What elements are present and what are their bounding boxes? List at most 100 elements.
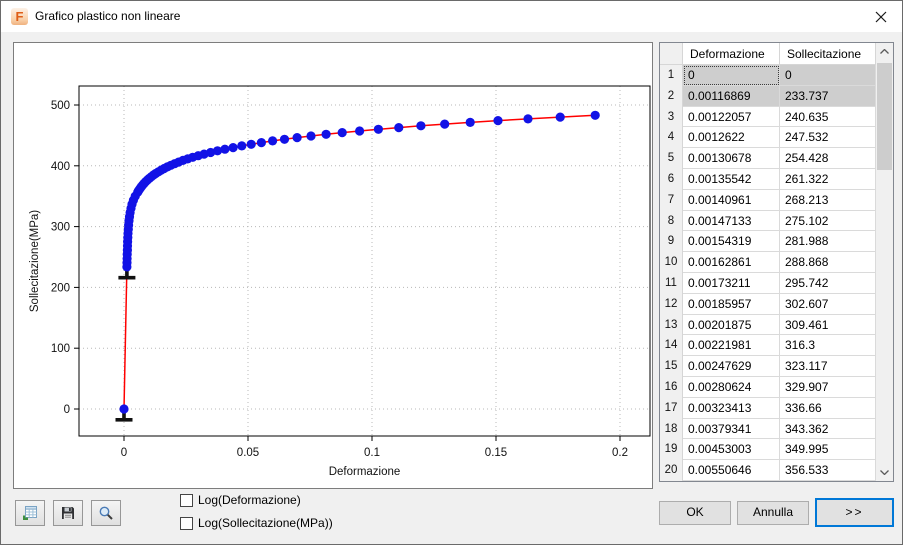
ok-button[interactable]: OK — [659, 501, 731, 525]
data-point[interactable] — [440, 119, 450, 129]
data-point[interactable] — [416, 121, 426, 131]
table-cell[interactable]: 275.102 — [780, 210, 876, 232]
table-cell[interactable]: 336.66 — [780, 397, 876, 419]
table-cell[interactable]: 0.00550646 — [683, 460, 780, 481]
row-number[interactable]: 20 — [660, 460, 683, 481]
table-cell[interactable]: 281.988 — [780, 231, 876, 253]
table-row[interactable]: 8 0.00147133 275.102 — [660, 210, 876, 232]
table-cell[interactable]: 349.995 — [780, 439, 876, 461]
log-deformazione-checkbox[interactable] — [180, 494, 193, 507]
data-point[interactable] — [373, 124, 383, 134]
close-button[interactable] — [860, 1, 902, 32]
table-cell[interactable]: 0 — [780, 65, 876, 86]
row-number[interactable]: 18 — [660, 418, 683, 440]
row-number[interactable]: 11 — [660, 272, 683, 294]
table-cell[interactable]: 247.532 — [780, 127, 876, 149]
table-row[interactable]: 5 0.00130678 254.428 — [660, 148, 876, 169]
table-cell[interactable]: 309.461 — [780, 314, 876, 336]
table-cell[interactable]: 323.117 — [780, 356, 876, 377]
table-cell[interactable]: 316.3 — [780, 335, 876, 357]
row-number[interactable]: 6 — [660, 168, 683, 190]
table-cell[interactable]: 233.737 — [780, 85, 876, 107]
table-row[interactable]: 17 0.00323413 336.66 — [660, 397, 876, 419]
row-number[interactable]: 17 — [660, 397, 683, 419]
table-cell[interactable]: 0.00130678 — [683, 148, 780, 169]
row-number[interactable]: 4 — [660, 127, 683, 149]
table-cell[interactable]: 261.322 — [780, 168, 876, 190]
table-row[interactable]: 3 0.00122057 240.635 — [660, 106, 876, 128]
table-row[interactable]: 9 0.00154319 281.988 — [660, 231, 876, 253]
data-point[interactable] — [256, 138, 266, 148]
row-number[interactable]: 3 — [660, 106, 683, 128]
table-cell[interactable]: 0.00147133 — [683, 210, 780, 232]
table-row[interactable]: 18 0.00379341 343.362 — [660, 418, 876, 440]
table-row[interactable]: 12 0.00185957 302.607 — [660, 293, 876, 315]
data-point[interactable] — [228, 143, 238, 153]
data-point[interactable] — [246, 139, 256, 149]
data-point[interactable] — [337, 128, 347, 138]
table-row[interactable]: 20 0.00550646 356.533 — [660, 460, 876, 481]
data-point[interactable] — [394, 123, 404, 133]
data-point[interactable] — [206, 147, 216, 158]
table-cell[interactable]: 295.742 — [780, 272, 876, 294]
table-cell[interactable]: 0.00221981 — [683, 335, 780, 357]
row-number[interactable]: 8 — [660, 210, 683, 232]
data-point[interactable] — [306, 131, 316, 141]
table-cell[interactable]: 0.00122057 — [683, 106, 780, 128]
row-number[interactable]: 15 — [660, 356, 683, 377]
table-row[interactable]: 10 0.00162861 288.868 — [660, 252, 876, 273]
table-cell[interactable]: 268.213 — [780, 189, 876, 211]
row-number[interactable]: 12 — [660, 293, 683, 315]
row-number[interactable]: 13 — [660, 314, 683, 336]
table-cell[interactable]: 0.00323413 — [683, 397, 780, 419]
table-row[interactable]: 16 0.00280624 329.907 — [660, 376, 876, 398]
scrollbar-thumb[interactable] — [877, 63, 892, 170]
table-cell[interactable]: 254.428 — [780, 148, 876, 169]
row-number[interactable]: 9 — [660, 231, 683, 253]
column-header-sollecitazione[interactable]: Sollecitazione — [780, 43, 876, 65]
table-cell[interactable]: 0.00154319 — [683, 231, 780, 253]
table-row[interactable]: 4 0.0012622 247.532 — [660, 127, 876, 149]
row-number[interactable]: 2 — [660, 85, 683, 107]
chart-canvas[interactable]: 0 0.05 0.1 0.15 0.2 0 100 200 300 400 500 Deformazi… — [14, 43, 652, 488]
table-row[interactable]: 7 0.00140961 268.213 — [660, 189, 876, 211]
table-cell[interactable]: 0.00185957 — [683, 293, 780, 315]
table-row[interactable]: 13 0.00201875 309.461 — [660, 314, 876, 336]
table-cell[interactable]: 0.00453003 — [683, 439, 780, 461]
table-cell[interactable]: 288.868 — [780, 252, 876, 273]
table-cell[interactable]: 329.907 — [780, 376, 876, 398]
data-point[interactable] — [237, 141, 247, 151]
table-cell[interactable]: 0.00173211 — [683, 272, 780, 294]
expand-button[interactable]: >> — [815, 498, 894, 527]
scroll-down-button[interactable] — [876, 464, 893, 481]
table-scrollbar[interactable] — [876, 43, 893, 481]
table-row[interactable]: 6 0.00135542 261.322 — [660, 168, 876, 190]
table-cell[interactable]: 0.00201875 — [683, 314, 780, 336]
table-row[interactable]: 11 0.00173211 295.742 — [660, 272, 876, 294]
table-cell[interactable]: 0.00140961 — [683, 189, 780, 211]
data-point[interactable] — [279, 134, 290, 144]
table-cell[interactable]: 0.00135542 — [683, 168, 780, 190]
import-table-button[interactable] — [15, 500, 45, 526]
data-point[interactable] — [465, 117, 475, 127]
data-point[interactable] — [212, 146, 223, 156]
data-point[interactable] — [590, 110, 600, 120]
table-cell[interactable]: 0 — [683, 65, 780, 86]
table-cell[interactable]: 0.0012622 — [683, 127, 780, 149]
data-point[interactable] — [268, 136, 278, 146]
column-header-deformazione[interactable]: Deformazione — [683, 43, 780, 65]
data-point[interactable] — [321, 129, 331, 139]
row-number[interactable]: 10 — [660, 252, 683, 273]
data-point[interactable] — [523, 114, 533, 124]
data-point[interactable] — [292, 133, 302, 143]
table-row[interactable]: 19 0.00453003 349.995 — [660, 439, 876, 461]
table-cell[interactable]: 356.533 — [780, 460, 876, 481]
row-number[interactable]: 19 — [660, 439, 683, 461]
table-cell[interactable]: 302.607 — [780, 293, 876, 315]
row-number[interactable]: 7 — [660, 189, 683, 211]
table-cell[interactable]: 0.00280624 — [683, 376, 780, 398]
scroll-up-button[interactable] — [876, 43, 893, 60]
save-button[interactable] — [53, 500, 83, 526]
data-point[interactable] — [555, 112, 565, 122]
